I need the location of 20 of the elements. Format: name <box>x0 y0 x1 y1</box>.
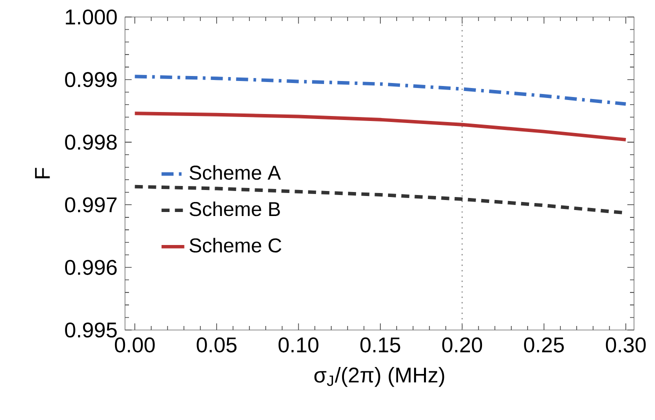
legend-label: Scheme C <box>190 238 282 253</box>
x-tick-label: 0.30 <box>606 337 646 352</box>
y-tick-label: 0.997 <box>65 197 117 212</box>
legend-label: Scheme B <box>190 201 280 216</box>
y-tick-label: 0.996 <box>65 260 117 275</box>
legend-label: Scheme A <box>190 165 281 180</box>
y-axis-title: F <box>35 168 50 178</box>
y-tick-label: 0.998 <box>65 134 117 150</box>
y-tick-label: 0.995 <box>65 322 117 338</box>
line-series <box>133 74 628 106</box>
x-tick-label: 0.05 <box>196 337 237 352</box>
line-series <box>133 112 628 142</box>
x-axis-title: σ$_{J}$/(2π) (MHz) <box>314 366 444 387</box>
y-tick-label: 0.999 <box>65 72 117 88</box>
x-tick-label: 0.15 <box>360 337 400 352</box>
y-tick-label: 1.000 <box>66 9 117 25</box>
x-tick-label: 0.25 <box>524 337 564 352</box>
x-tick-label: 0.10 <box>278 337 318 352</box>
x-tick-label: 0.20 <box>442 337 482 352</box>
x-tick-label: 0.00 <box>114 337 155 352</box>
